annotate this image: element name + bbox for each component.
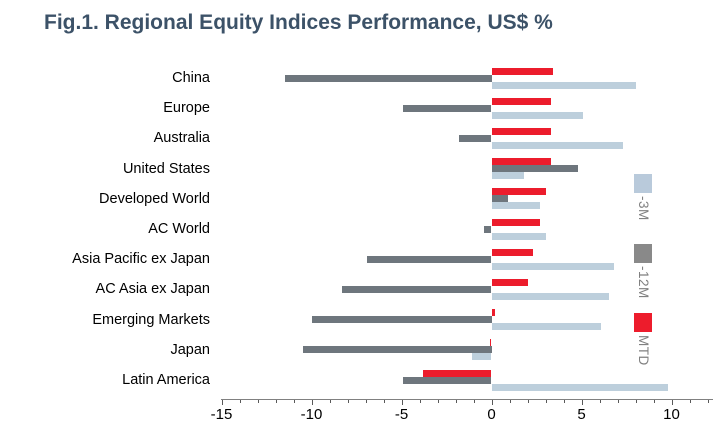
category-label: United States: [122, 160, 210, 177]
bar-minus-3m: [491, 232, 546, 240]
x-axis-minor-tick: [689, 400, 691, 403]
bar-mtd: [491, 218, 541, 226]
x-axis-major-tick: [221, 400, 223, 405]
x-axis-minor-tick: [437, 400, 439, 403]
x-axis-tick-label: -15: [210, 406, 233, 423]
bar-minus-12m: [284, 74, 492, 82]
category-label: China: [172, 70, 210, 86]
x-axis-major-tick: [311, 400, 313, 405]
bar-minus-3m: [491, 172, 524, 180]
bar-mtd: [423, 369, 492, 377]
x-axis-minor-tick: [383, 400, 385, 403]
bar-mtd: [491, 309, 496, 317]
x-axis-tick-label: -10: [300, 406, 323, 423]
x-axis-minor-tick: [653, 400, 655, 403]
bar-mtd: [491, 278, 528, 286]
x-axis-major-tick: [491, 400, 493, 405]
bar-minus-12m: [491, 165, 578, 173]
legend-swatch-minus-12m: [634, 243, 652, 263]
x-axis-tick-label: -5: [394, 406, 409, 423]
bar-minus-12m: [367, 255, 492, 263]
legend-label: MTD: [636, 335, 651, 366]
x-axis-tick-label: 10: [663, 406, 680, 423]
legend-label: -3M: [636, 196, 651, 221]
bar-minus-12m: [311, 316, 492, 324]
bar-minus-3m: [491, 111, 584, 119]
x-axis-major-tick: [401, 400, 403, 405]
category-label: Asia Pacific ex Japan: [72, 251, 210, 268]
bar-mtd: [491, 67, 553, 75]
bar-minus-3m: [491, 383, 668, 391]
x-axis-tick-label: 5: [577, 406, 586, 423]
x-axis-minor-tick: [293, 400, 295, 403]
x-axis-minor-tick: [545, 400, 547, 403]
x-axis-minor-tick: [617, 400, 619, 403]
category-label: Emerging Markets: [92, 311, 210, 328]
chart-title: Fig.1. Regional Equity Indices Performan…: [44, 11, 553, 34]
category-label: Latin America: [122, 372, 210, 388]
category-label: Developed World: [99, 190, 210, 207]
category-label: Australia: [153, 130, 210, 147]
bar-mtd: [491, 97, 551, 105]
bar-mtd: [491, 158, 551, 166]
x-axis-major-tick: [671, 400, 673, 405]
bar-minus-12m: [302, 346, 492, 354]
x-axis-minor-tick: [419, 400, 421, 403]
bar-mtd: [489, 339, 492, 347]
x-axis-minor-tick: [257, 400, 259, 403]
bar-mtd: [491, 188, 546, 196]
category-label: Japan: [170, 341, 210, 358]
x-axis-minor-tick: [455, 400, 457, 403]
bar-mtd: [491, 127, 551, 135]
x-axis-minor-tick: [509, 400, 511, 403]
x-axis-minor-tick: [473, 400, 475, 403]
bar-minus-3m: [491, 292, 609, 300]
bar-minus-12m: [342, 285, 492, 293]
legend-label: -12M: [636, 265, 651, 299]
x-axis-minor-tick: [707, 400, 709, 403]
x-axis-minor-tick: [599, 400, 601, 403]
bar-minus-12m: [403, 376, 492, 384]
category-label: AC Asia ex Japan: [95, 281, 210, 298]
x-axis-minor-tick: [329, 400, 331, 403]
x-axis-minor-tick: [563, 400, 565, 403]
bar-minus-12m: [403, 104, 492, 112]
bar-minus-12m: [491, 195, 508, 203]
bar-minus-3m: [491, 141, 623, 149]
bar-minus-3m: [491, 81, 636, 89]
bar-minus-12m: [484, 225, 492, 233]
legend-swatch-minus-3m: [634, 174, 652, 193]
bar-minus-3m: [471, 353, 492, 361]
x-axis-minor-tick: [365, 400, 367, 403]
x-axis-major-tick: [581, 400, 583, 405]
x-axis-minor-tick: [347, 400, 349, 403]
bar-minus-3m: [491, 262, 614, 270]
bar-mtd: [491, 248, 533, 256]
bar-minus-3m: [491, 202, 541, 210]
category-label: AC World: [148, 221, 210, 237]
x-axis-minor-tick: [527, 400, 529, 403]
bar-minus-3m: [491, 323, 602, 331]
x-axis-tick-label: 0: [487, 406, 496, 423]
x-axis-minor-tick: [239, 400, 241, 403]
legend-swatch-mtd: [634, 313, 652, 332]
category-label: Europe: [163, 100, 210, 117]
x-axis-line: [221, 399, 713, 400]
x-axis-minor-tick: [635, 400, 637, 403]
bar-minus-12m: [459, 134, 492, 142]
x-axis-minor-tick: [275, 400, 277, 403]
